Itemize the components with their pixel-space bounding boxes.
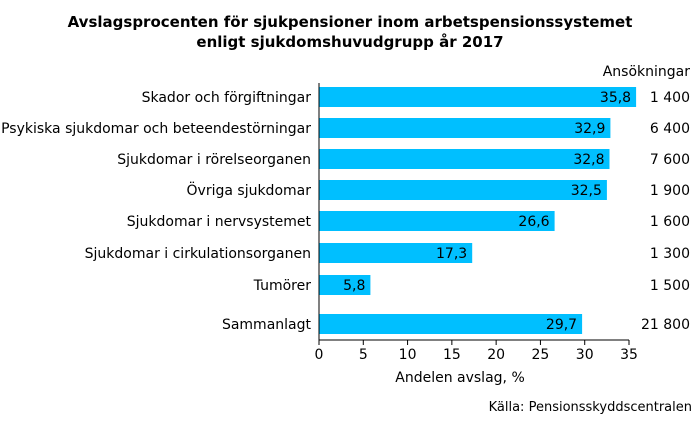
- applications-value: 1 500: [650, 278, 690, 294]
- bar: [319, 87, 637, 107]
- category-label: Psykiska sjukdomar och beteendestörninga…: [1, 121, 311, 137]
- x-tick-label: 15: [443, 347, 461, 363]
- bar-value-label: 5,8: [343, 278, 365, 294]
- applications-header: Ansökningar: [603, 64, 691, 80]
- x-tick-label: 30: [576, 347, 594, 363]
- bar-value-label: 32,9: [574, 121, 605, 137]
- x-tick-label: 35: [620, 347, 638, 363]
- x-tick-label: 10: [399, 347, 417, 363]
- chart-title-line1: Avslagsprocenten för sjukpensioner inom …: [68, 13, 633, 31]
- x-axis-label: Andelen avslag, %: [395, 370, 525, 386]
- x-tick-label: 20: [487, 347, 505, 363]
- category-label: Sjukdomar i cirkulationsorganen: [85, 246, 311, 262]
- applications-value: 1 900: [650, 183, 690, 199]
- source-note: Källa: Pensionsskyddscentralen: [489, 400, 692, 415]
- bars-group: Skador och förgiftningar 35,8 1 400 Psykisk…: [1, 87, 690, 334]
- applications-value: 1 300: [650, 246, 690, 262]
- bar: [319, 314, 583, 334]
- applications-value: 6 400: [650, 121, 690, 137]
- bar-value-label: 32,5: [571, 183, 602, 199]
- category-label: Sjukdomar i nervsystemet: [127, 214, 312, 230]
- bar-value-label: 29,7: [546, 317, 577, 333]
- category-label: Sammanlagt: [222, 317, 312, 333]
- x-axis: 0 5 10 15 20 25 30 35: [315, 83, 638, 363]
- category-label: Sjukdomar i rörelseorganen: [117, 152, 311, 168]
- bar: [319, 275, 371, 295]
- bar: [319, 180, 607, 200]
- bar: [319, 149, 610, 169]
- applications-value: 7 600: [650, 152, 690, 168]
- bar-value-label: 32,8: [573, 152, 604, 168]
- category-label: Övriga sjukdomar: [187, 181, 312, 199]
- applications-value: 21 800: [641, 317, 690, 333]
- x-tick-label: 5: [359, 347, 368, 363]
- bar-value-label: 35,8: [600, 90, 631, 106]
- bar: [319, 211, 555, 231]
- bar-value-label: 26,6: [518, 214, 549, 230]
- chart-title-line2: enligt sjukdomshuvudgrupp år 2017: [196, 33, 503, 51]
- bar: [319, 118, 611, 138]
- category-label: Tumörer: [253, 278, 312, 294]
- applications-value: 1 400: [650, 90, 690, 106]
- applications-value: 1 600: [650, 214, 690, 230]
- x-tick-label: 0: [315, 347, 324, 363]
- category-label: Skador och förgiftningar: [142, 90, 312, 106]
- bar-value-label: 17,3: [436, 246, 467, 262]
- bar: [319, 243, 473, 263]
- x-tick-label: 25: [532, 347, 550, 363]
